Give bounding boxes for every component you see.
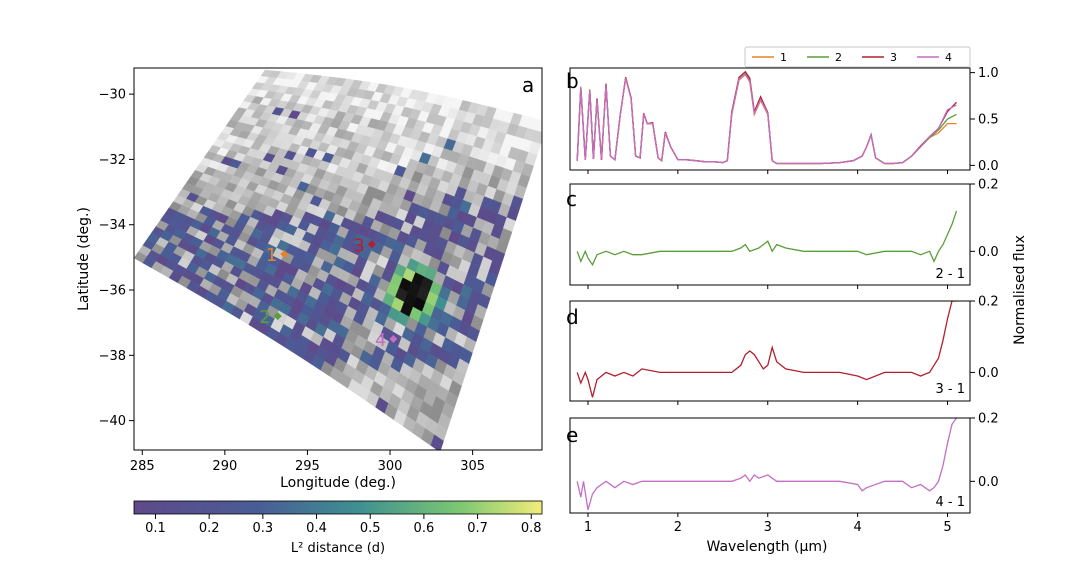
y-tick-label: 0.2 bbox=[978, 178, 999, 193]
y-tick-label: −34 bbox=[99, 218, 126, 233]
colorbar-tick-label: 0.6 bbox=[414, 521, 435, 536]
annotation-c: 2 - 1 bbox=[936, 267, 966, 282]
point-label-2: 2 bbox=[259, 307, 270, 328]
x-tick-label: 300 bbox=[378, 459, 403, 474]
spectra-xlabel: Wavelength (µm) bbox=[707, 539, 828, 555]
legend: 1 2 3 4 bbox=[744, 46, 971, 68]
legend-label-2: 2 bbox=[835, 51, 842, 64]
y-tick-label: 0.5 bbox=[978, 113, 999, 128]
y-tick-label: 0.0 bbox=[978, 159, 999, 174]
x-tick-label: 285 bbox=[130, 459, 155, 474]
x-tick-label: 3 bbox=[764, 520, 772, 535]
y-tick-label: 1.0 bbox=[978, 66, 999, 81]
x-tick-label: 2 bbox=[674, 520, 682, 535]
y-tick-label: 0.2 bbox=[978, 412, 999, 427]
series-line-3 bbox=[576, 70, 957, 165]
panel-label-e: e bbox=[566, 423, 578, 447]
x-tick-label: 305 bbox=[460, 459, 485, 474]
legend-label-3: 3 bbox=[890, 51, 897, 64]
difference-axes-frame-e bbox=[569, 417, 971, 514]
series-line-2-1 bbox=[576, 210, 958, 267]
difference-panel-3-1: d 3 - 1 0.0 0.2 bbox=[566, 295, 999, 405]
colorbar-tick-label: 0.8 bbox=[521, 521, 542, 536]
colorbar-tick-label: 0.2 bbox=[199, 521, 220, 536]
legend-label-1: 1 bbox=[780, 51, 787, 64]
legend-label-4: 4 bbox=[945, 51, 952, 64]
map-ylabel: Latitude (deg.) bbox=[76, 207, 92, 311]
colorbar-tick-label: 0.4 bbox=[306, 521, 327, 536]
point-marker-4 bbox=[389, 334, 398, 343]
y-tick-label: 0.0 bbox=[978, 366, 999, 381]
panel-label-b: b bbox=[566, 69, 579, 93]
x-tick-label: 290 bbox=[212, 459, 237, 474]
map-cell bbox=[535, 119, 542, 133]
y-tick-label: −36 bbox=[99, 284, 126, 299]
y-tick-label: −30 bbox=[99, 88, 126, 103]
point-label-4: 4 bbox=[375, 330, 386, 351]
spectra-axes-frame bbox=[569, 67, 971, 171]
panel-label-c: c bbox=[566, 187, 577, 211]
y-tick-label: −32 bbox=[99, 153, 126, 168]
series-line-4-1 bbox=[576, 418, 958, 510]
colorbar-label: L² distance (d) bbox=[291, 541, 385, 556]
point-marker-3 bbox=[367, 240, 376, 249]
annotation-e: 4 - 1 bbox=[936, 495, 966, 510]
y-tick-label: 0.0 bbox=[978, 245, 999, 260]
series-line-4 bbox=[576, 73, 957, 165]
difference-axes-frame-d bbox=[569, 300, 971, 402]
colorbar-tick-label: 0.3 bbox=[252, 521, 273, 536]
y-tick-label: −38 bbox=[99, 349, 126, 364]
difference-panel-2-1: c 2 - 1 0.0 0.2 bbox=[566, 178, 999, 289]
colorbar: 0.1 0.2 0.3 0.4 0.5 0.6 0.7 0.8 L² distance (d) bbox=[133, 500, 543, 556]
series-line-2 bbox=[576, 72, 957, 165]
panel-label-d: d bbox=[566, 305, 579, 329]
x-tick-label: 295 bbox=[295, 459, 320, 474]
spectra-panel: b 0.0 0.5 1.0 bbox=[566, 66, 999, 174]
point-marker-1 bbox=[280, 250, 289, 259]
point-label-1: 1 bbox=[266, 245, 277, 266]
panel-label-a: a bbox=[522, 73, 534, 97]
difference-panel-4-1: e 4 - 1 0.0 0.2 1 2 3 4 5 Wavelength (µm) bbox=[566, 412, 999, 556]
colorbar-gradient bbox=[133, 500, 543, 515]
point-label-3: 3 bbox=[353, 235, 364, 256]
difference-axes-frame-c bbox=[569, 183, 971, 286]
map-panel: a 285 290 295 300 305 −30 −32 −34 −36 −38 −40 1 2 3… bbox=[76, 67, 543, 491]
x-tick-label: 4 bbox=[853, 520, 861, 535]
map-axes-frame bbox=[133, 67, 543, 451]
x-tick-label: 1 bbox=[584, 520, 592, 535]
annotation-d: 3 - 1 bbox=[936, 382, 966, 397]
map-xlabel: Longitude (deg.) bbox=[280, 475, 396, 491]
colorbar-tick-label: 0.7 bbox=[467, 521, 488, 536]
y-tick-label: 0.2 bbox=[978, 295, 999, 310]
shared-ylabel: Normalised flux bbox=[1012, 235, 1028, 345]
legend-box bbox=[744, 46, 971, 68]
series-line-3-1 bbox=[576, 301, 957, 398]
colorbar-tick-label: 0.5 bbox=[360, 521, 381, 536]
x-tick-label: 5 bbox=[943, 520, 951, 535]
point-marker-2 bbox=[273, 312, 282, 321]
colorbar-tick-label: 0.1 bbox=[145, 521, 166, 536]
series-line-1 bbox=[576, 73, 957, 165]
map-cell bbox=[430, 434, 444, 450]
y-tick-label: 0.0 bbox=[978, 475, 999, 490]
y-tick-label: −40 bbox=[99, 414, 126, 429]
